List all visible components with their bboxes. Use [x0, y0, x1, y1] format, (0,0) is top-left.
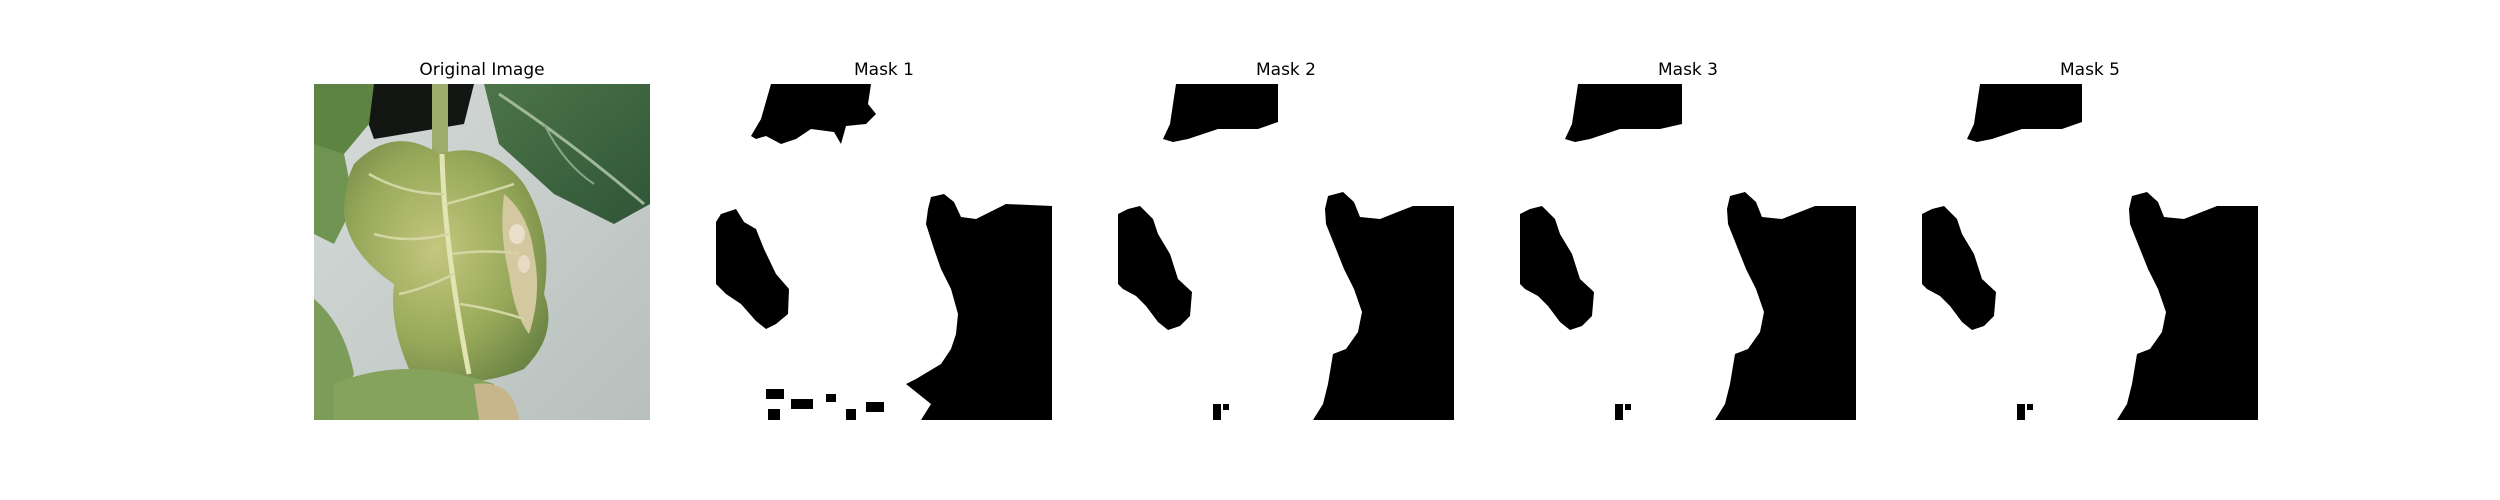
mask-5-image: [1922, 84, 2258, 420]
mask-3: [1520, 84, 1856, 420]
panel-title: Mask 5: [2059, 60, 2120, 80]
panel-title: Mask 1: [853, 60, 914, 80]
panel-mask-5: Mask 5: [1922, 0, 2258, 500]
mask-2: [1118, 84, 1454, 420]
mask-1: [716, 84, 1052, 420]
panel-mask-3: Mask 3: [1520, 0, 1856, 500]
mask-3-image: [1520, 84, 1856, 420]
panel-title: Mask 3: [1657, 60, 1718, 80]
mask-2-image: [1118, 84, 1454, 420]
panel-title: Mask 2: [1255, 60, 1316, 80]
panel-title: Original Image: [419, 60, 545, 80]
panel-mask-2: Mask 2: [1118, 0, 1454, 500]
mask-1-image: [716, 84, 1052, 420]
original-image: [314, 84, 650, 420]
panel-original-image: Original Image: [314, 0, 650, 500]
panel-mask-1: Mask 1: [716, 0, 1052, 500]
mask-5: [1922, 84, 2258, 420]
leaf-photo: [314, 84, 650, 420]
